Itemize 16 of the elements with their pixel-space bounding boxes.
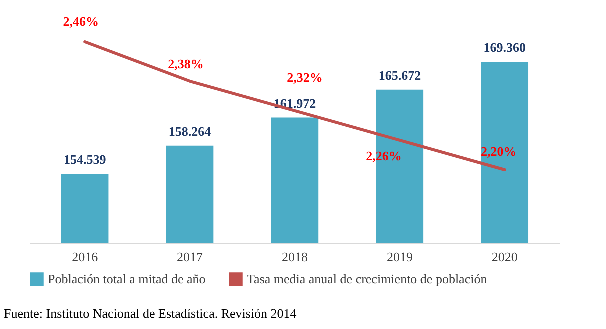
legend-label: Tasa media anual de crecimiento de población [247, 271, 488, 286]
source-note: Fuente: Instituto Nacional de Estadística. Revisión 2014 [4, 306, 297, 322]
x-tick-label: 2016 [72, 250, 99, 264]
data-label: 165.672 [378, 68, 422, 83]
x-tick-label: 2019 [386, 250, 413, 264]
x-tick-label: 2020 [492, 250, 518, 264]
data-label: 154.539 [64, 152, 107, 167]
data-label: 2,46% [63, 14, 99, 29]
data-label: 158.264 [168, 124, 212, 139]
legend-label: Población total a mitad de año [48, 271, 206, 286]
x-tick-label: 2017 [177, 250, 204, 264]
data-label: 169.360 [484, 40, 526, 55]
data-label: 2,38% [168, 56, 204, 72]
x-tick-label: 2018 [282, 250, 308, 264]
data-label: 2,20% [481, 144, 517, 159]
data-label: 2,32% [287, 70, 323, 85]
